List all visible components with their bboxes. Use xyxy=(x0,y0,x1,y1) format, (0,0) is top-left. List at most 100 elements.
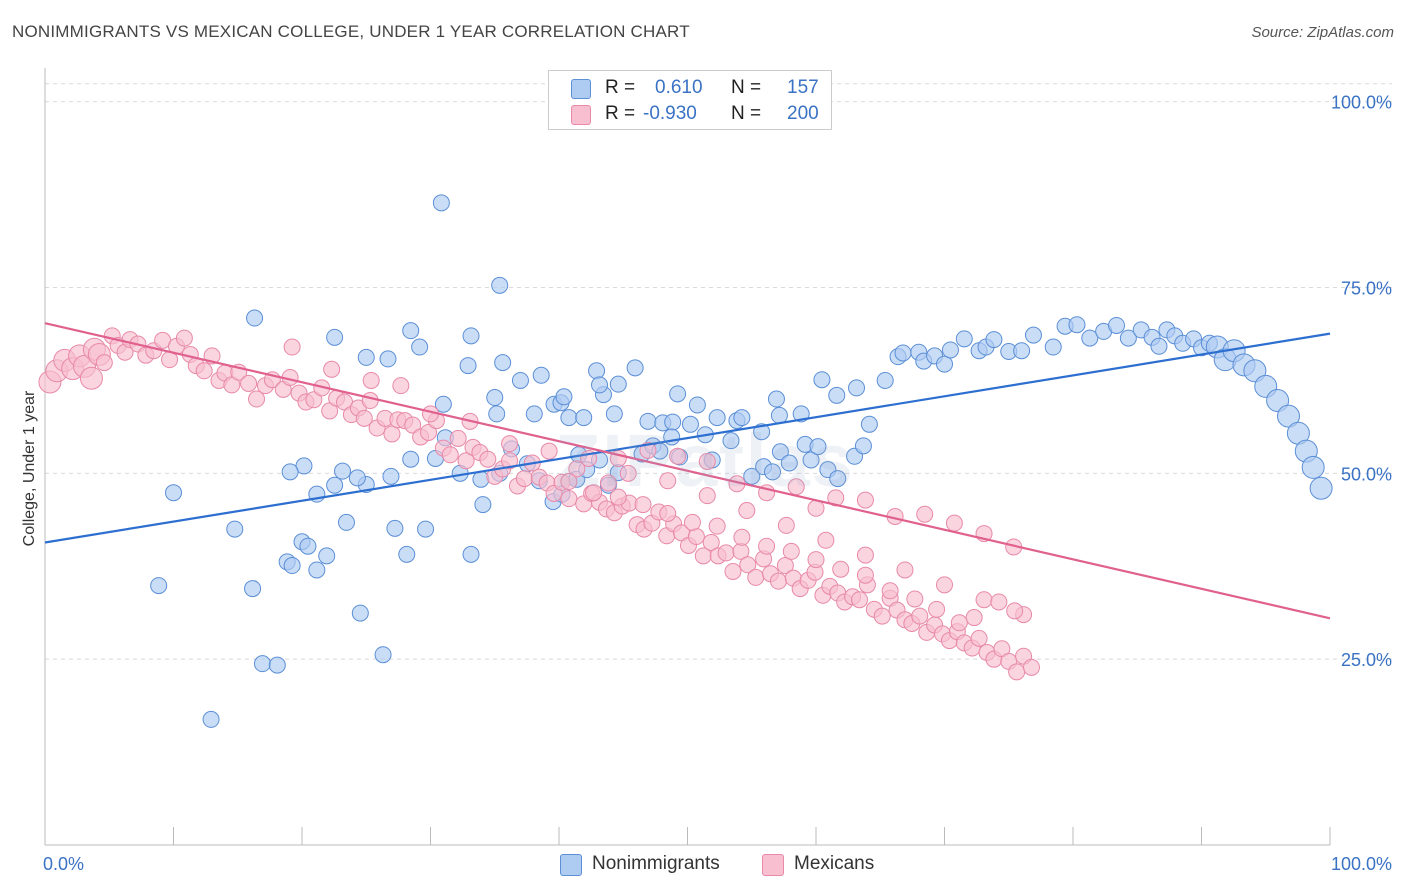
mexicans-point xyxy=(560,490,578,508)
nonimmigrants-point xyxy=(1301,455,1325,479)
mexicans-point xyxy=(769,572,787,590)
nonimmigrants-point xyxy=(1276,404,1300,428)
nonimmigrants-point xyxy=(555,388,573,406)
x-tick-label: 0.0% xyxy=(43,854,84,874)
nonimmigrants-point xyxy=(434,395,452,413)
mexicans-point xyxy=(896,561,914,579)
bottom-legend-label: Mexicans xyxy=(794,853,875,874)
mexicans-point xyxy=(659,505,677,523)
nonimmigrants-point xyxy=(511,371,529,389)
mexicans-point xyxy=(362,371,380,389)
mexicans-point xyxy=(687,528,705,546)
nonimmigrants-point xyxy=(253,655,271,673)
legend-n-label: N = xyxy=(731,77,762,98)
nonimmigrants-point xyxy=(488,405,506,423)
mexicans-point xyxy=(248,390,266,408)
nonimmigrants-point xyxy=(1044,338,1062,356)
mexicans-point xyxy=(965,609,983,627)
nonimmigrants-point xyxy=(955,330,973,348)
mexicans-point xyxy=(449,429,467,447)
nonimmigrants-point xyxy=(398,545,416,563)
mexicans-point xyxy=(441,446,459,464)
mexicans-point xyxy=(95,354,113,372)
nonimmigrants-point xyxy=(318,547,336,565)
mexicans-point xyxy=(1022,658,1040,676)
mexicans-point xyxy=(355,409,373,427)
y-axis-label: College, Under 1 year xyxy=(21,390,38,546)
y-tick-label: 25.0% xyxy=(1341,650,1392,670)
stats-legend: R = 0.610 N = 157 R = -0.930 N = 200 xyxy=(548,70,832,130)
mexicans-point xyxy=(911,607,929,625)
mexicans-point xyxy=(1006,602,1024,620)
nonimmigrants-point xyxy=(575,409,593,427)
nonimmigrants-point xyxy=(244,580,262,598)
nonimmigrants-point xyxy=(246,309,264,327)
nonimmigrants-point xyxy=(486,389,504,407)
nonimmigrants-point xyxy=(462,545,480,563)
mexicans-point xyxy=(945,514,963,532)
nonimmigrants-point xyxy=(829,470,847,488)
mexicans-point xyxy=(515,470,533,488)
nonimmigrants-point xyxy=(588,362,606,380)
mexicans-point xyxy=(698,487,716,505)
nonimmigrants-point xyxy=(472,470,490,488)
nonimmigrants-point xyxy=(348,469,366,487)
mexicans-point xyxy=(708,517,726,535)
mexicans-point xyxy=(747,568,765,586)
mexicans-point xyxy=(634,496,652,514)
mexicans-point xyxy=(305,391,323,409)
nonimmigrants-point xyxy=(708,409,726,427)
mexicans-point xyxy=(404,416,422,434)
nonimmigrants-point xyxy=(743,467,761,485)
x-tick-label: 100.0% xyxy=(1331,854,1392,874)
chart-title: NONIMMIGRANTS VS MEXICAN COLLEGE, UNDER … xyxy=(12,22,690,41)
nonimmigrants-point xyxy=(985,331,1003,349)
nonimmigrants-point xyxy=(462,327,480,345)
nonimmigrants-point xyxy=(609,375,627,393)
nonimmigrants-point xyxy=(382,467,400,485)
nonimmigrants-point xyxy=(809,438,827,456)
nonimmigrants-point xyxy=(828,386,846,404)
nonimmigrants-point xyxy=(386,519,404,537)
nonimmigrants-point xyxy=(1024,326,1042,344)
legend-r-label: R = xyxy=(605,103,636,124)
mexicans-point xyxy=(361,392,379,410)
nonimmigrants-point xyxy=(474,496,492,514)
nonimmigrants-point xyxy=(402,450,420,468)
mexicans-point xyxy=(392,377,410,395)
mexicans-point xyxy=(850,591,868,609)
mexicans-point xyxy=(457,452,475,470)
nonimmigrants-point xyxy=(771,443,789,461)
nonimmigrants-point xyxy=(669,385,687,403)
mexicans-point xyxy=(501,452,519,470)
nonimmigrants-point xyxy=(1119,329,1137,347)
mexicans-point xyxy=(975,591,993,609)
nonimmigrants-point xyxy=(326,328,344,346)
mexicans-point xyxy=(240,374,258,392)
mexicans-point xyxy=(936,576,953,594)
nonimmigrants-point xyxy=(848,379,866,397)
mexicans-point xyxy=(383,425,401,443)
nonimmigrants-point xyxy=(432,194,450,212)
nonimmigrants-point xyxy=(532,366,550,384)
mexicans-point xyxy=(420,423,438,441)
nonimmigrants-point xyxy=(491,276,509,294)
mexicans-point xyxy=(738,502,756,520)
mexicans-point xyxy=(832,560,850,578)
nonimmigrants-point xyxy=(411,338,429,356)
mexicans-point xyxy=(683,513,701,531)
mexicans-point xyxy=(609,488,627,506)
watermark: ZIPatlas xyxy=(555,419,855,502)
nonimmigrants-point xyxy=(767,390,785,408)
mexicans-trendline xyxy=(44,322,1331,620)
mexicans-point xyxy=(881,582,899,600)
mexicans-point xyxy=(950,614,968,632)
mexicans-point xyxy=(669,447,687,465)
mexicans-point xyxy=(568,460,586,478)
nonimmigrants-point xyxy=(1068,316,1086,334)
nonimmigrants-point xyxy=(802,451,820,469)
mexicans-point xyxy=(758,537,776,555)
nonimmigrants-point xyxy=(165,484,182,502)
nonimmigrants-point xyxy=(308,561,326,579)
nonimmigrants-point xyxy=(722,432,740,450)
